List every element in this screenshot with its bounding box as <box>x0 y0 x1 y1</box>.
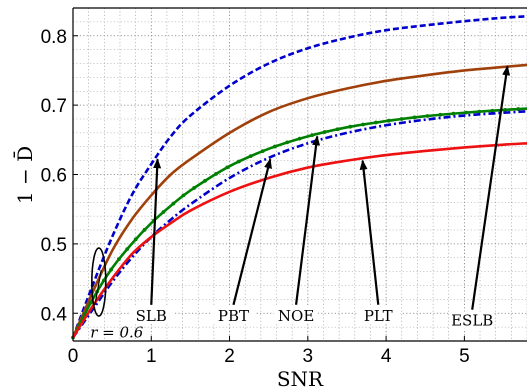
series-marker-pbt <box>373 120 378 125</box>
arrow-slb <box>150 158 162 305</box>
annotation-label-plt: PLT <box>364 307 393 325</box>
series-marker-pbt <box>451 111 456 116</box>
x-axis-title: SNR <box>277 367 324 390</box>
series-marker-pbt <box>412 115 417 120</box>
arrow-plt <box>359 159 380 305</box>
series-marker-pbt <box>438 112 443 117</box>
y-tick-label: 0.6 <box>41 166 67 187</box>
series-marker-pbt <box>192 186 197 190</box>
series-marker-pbt <box>125 247 130 252</box>
series-marker-pbt <box>142 227 147 232</box>
series-marker-pbt <box>322 130 327 134</box>
series-line-plt <box>71 141 527 339</box>
series-marker-pbt <box>310 133 315 138</box>
grid <box>72 7 527 342</box>
annotation-label-slb: SLB <box>136 307 167 325</box>
series-marker-pbt <box>248 154 253 158</box>
series-layer <box>71 15 527 340</box>
label-bg-pbt <box>211 306 256 324</box>
series-line-slb <box>71 15 527 338</box>
series-marker-pbt <box>516 107 521 111</box>
series-marker-pbt <box>285 140 290 145</box>
series-marker-pbt <box>171 201 176 206</box>
label-bg-slb <box>129 306 174 324</box>
series-marker-pbt <box>102 278 106 283</box>
series-marker-pbt <box>109 267 114 272</box>
label-bg-noe <box>274 306 319 324</box>
series-marker-pbt <box>335 127 340 132</box>
series-marker-pbt <box>477 109 482 114</box>
series-marker-pbt <box>225 165 230 170</box>
series-line-pbt <box>71 107 527 339</box>
annotation-label-pbt: PBT <box>218 307 249 325</box>
series-marker-pbt <box>260 149 265 154</box>
annotation-layer: SLB PBT NOE PLT ESLB r = 0.6 <box>90 65 511 342</box>
x-tick-label: 5 <box>459 346 470 367</box>
series-marker-pbt <box>464 110 469 115</box>
series-marker-pbt <box>297 136 302 141</box>
arrow-eslb <box>471 65 511 310</box>
series-marker-pbt <box>361 122 365 127</box>
annotation-label-noe: NOE <box>278 307 314 325</box>
series-marker-pbt <box>214 172 218 176</box>
r-value-label: r = 0.6 <box>90 324 144 342</box>
y-tick-label: 0.4 <box>41 304 68 325</box>
series-marker-pbt <box>236 159 241 164</box>
annotation-label-eslb: ESLB <box>451 312 493 330</box>
series-marker-pbt <box>203 178 207 183</box>
y-axis-title: 1 − D̄ <box>12 146 37 204</box>
series-marker-pbt <box>348 124 353 129</box>
arrow-noe <box>294 135 321 305</box>
series-marker-pbt <box>161 210 166 214</box>
y-tick-label: 0.5 <box>41 235 67 256</box>
x-tick-label: 2 <box>224 346 235 367</box>
series-marker-pbt <box>133 237 138 242</box>
series-marker-pbt <box>88 300 93 305</box>
series-marker-pbt <box>399 117 404 121</box>
label-bg-eslb <box>450 311 495 329</box>
series-line-eslb <box>71 63 527 339</box>
series-marker-pbt <box>425 114 430 118</box>
series-marker-pbt <box>386 118 391 123</box>
tick-labels: 0 1 2 3 4 5 0.4 0.5 0.6 0.7 0.8 <box>41 27 470 367</box>
series-marker-pbt <box>116 257 121 262</box>
arrow-pbt <box>232 158 272 306</box>
x-tick-label: 4 <box>381 346 392 367</box>
x-tick-label: 3 <box>303 346 314 367</box>
series-marker-pbt <box>181 193 186 198</box>
series-line-noe <box>71 110 527 339</box>
y-tick-label: 0.8 <box>41 27 67 48</box>
ellipse-marker <box>91 247 107 317</box>
x-tick-label: 1 <box>146 346 157 367</box>
y-tick-label: 0.7 <box>41 96 67 117</box>
series-marker-pbt <box>503 107 508 112</box>
label-bg-plt <box>356 306 401 324</box>
series-marker-pbt <box>490 108 495 113</box>
ellipse-tick <box>94 270 102 306</box>
series-marker-pbt <box>272 144 277 149</box>
x-tick-label: 0 <box>68 346 79 367</box>
